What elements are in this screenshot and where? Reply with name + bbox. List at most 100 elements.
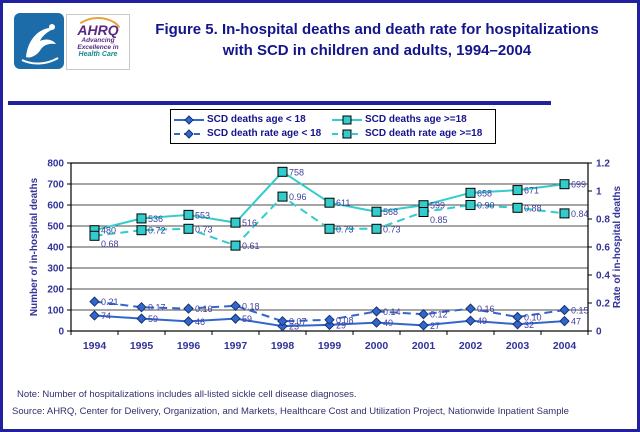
svg-text:0.07: 0.07 [289, 317, 307, 327]
ahrq-tagline-3: Health Care [78, 51, 118, 58]
svg-text:0: 0 [58, 327, 64, 338]
legend-swatch-square-icon [332, 129, 362, 138]
series-labels-3: 0.68 0.72 0.73 0.61 0.96 0.73 0.73 0.85 0.90 0.88… [101, 192, 589, 251]
svg-text:40: 40 [383, 318, 393, 328]
logo-block: AHRQ Advancing Excellence in Health Care [14, 13, 130, 73]
svg-text:0.61: 0.61 [242, 241, 260, 251]
series-labels-2: 0.21 0.17 0.16 0.18 0.07 0.08 0.14 0.12 0.16 0.10… [101, 297, 589, 327]
svg-text:0.21: 0.21 [101, 297, 119, 307]
ahrq-tagline-1: Advancing [81, 37, 115, 44]
svg-text:46: 46 [195, 317, 205, 327]
svg-text:1998: 1998 [271, 340, 295, 352]
legend-item-2: SCD death rate age < 18 [173, 127, 331, 140]
svg-text:1: 1 [596, 187, 602, 198]
svg-text:0.8: 0.8 [596, 215, 610, 226]
svg-text:59: 59 [148, 314, 158, 324]
series-labels-1: 480 536 553 516 758 611 568 599 658 671 699 [101, 167, 586, 235]
svg-text:480: 480 [101, 226, 116, 236]
svg-text:516: 516 [242, 218, 257, 228]
svg-text:568: 568 [383, 207, 398, 217]
right-axis: 0 0.2 0.4 0.6 0.8 1 1.2 [588, 159, 610, 338]
legend-item-1: SCD deaths age >=18 [331, 113, 491, 126]
svg-text:2001: 2001 [412, 340, 436, 352]
legend-swatch-diamond-icon [174, 128, 204, 139]
svg-text:0.4: 0.4 [596, 271, 610, 282]
series-labels-0: 74 59 46 59 23 29 40 27 49 32 47 [101, 311, 581, 332]
svg-text:1994: 1994 [83, 340, 107, 352]
svg-text:27: 27 [430, 321, 440, 331]
legend-label-3: SCD death rate age >=18 [365, 128, 483, 139]
header: AHRQ Advancing Excellence in Health Care… [8, 7, 632, 99]
series-markers-1 [89, 166, 570, 236]
svg-text:0.73: 0.73 [336, 224, 354, 234]
svg-text:0.68: 0.68 [101, 239, 119, 249]
svg-text:0.14: 0.14 [383, 307, 401, 317]
svg-text:0.73: 0.73 [195, 224, 213, 234]
x-axis: 1994 1995 1996 1997 1998 1999 2000 2001 2002 2003… [70, 331, 589, 352]
svg-text:300: 300 [47, 264, 64, 275]
chart-legend: SCD deaths age < 18 SCD deaths age >=18 SC… [170, 109, 496, 144]
svg-text:599: 599 [430, 201, 445, 211]
svg-text:0.72: 0.72 [148, 226, 166, 236]
svg-text:32: 32 [524, 320, 534, 330]
svg-text:758: 758 [289, 167, 304, 177]
svg-text:500: 500 [47, 222, 64, 233]
series-markers-0 [89, 310, 570, 332]
svg-text:0.15: 0.15 [571, 306, 589, 316]
svg-text:47: 47 [571, 317, 581, 327]
legend-label-0: SCD deaths age < 18 [207, 114, 306, 125]
legend-item-0: SCD deaths age < 18 [173, 113, 331, 126]
svg-text:49: 49 [477, 316, 487, 326]
svg-text:0.73: 0.73 [383, 224, 401, 234]
note-text: Note: Number of hospitalizations include… [17, 389, 357, 400]
chart-svg: 0 100 200 300 400 500 600 700 800 0 0.2 0.4 0.6 0.8 1 1… [29, 159, 623, 353]
svg-text:0.85: 0.85 [430, 215, 448, 225]
svg-text:2000: 2000 [365, 340, 389, 352]
svg-text:23: 23 [289, 322, 299, 332]
svg-text:100: 100 [47, 306, 64, 317]
svg-text:1996: 1996 [177, 340, 201, 352]
ahrq-logo: AHRQ Advancing Excellence in Health Care [66, 14, 130, 70]
svg-text:800: 800 [47, 159, 64, 170]
svg-text:0.16: 0.16 [477, 304, 495, 314]
left-axis-title: Number of in-hospital deaths [29, 177, 40, 316]
svg-text:0.6: 0.6 [596, 243, 610, 254]
right-axis-title: Rate of in-hospital deaths [612, 185, 623, 308]
header-divider [8, 101, 551, 105]
ahrq-arc-icon [74, 17, 122, 33]
source-text: Source: AHRQ, Center for Delivery, Organ… [12, 406, 569, 417]
svg-text:0.90: 0.90 [477, 201, 495, 211]
ahrq-tagline-2: Excellence in [77, 44, 119, 51]
svg-text:0.18: 0.18 [242, 301, 260, 311]
legend-swatch-square-icon [332, 115, 362, 124]
svg-text:0.88: 0.88 [524, 203, 542, 213]
svg-text:400: 400 [47, 243, 64, 254]
legend-swatch-diamond-icon [174, 114, 204, 125]
svg-text:1999: 1999 [318, 340, 342, 352]
legend-item-3: SCD death rate age >=18 [331, 127, 491, 140]
svg-text:2002: 2002 [459, 340, 483, 352]
svg-text:0.96: 0.96 [289, 192, 307, 202]
svg-text:29: 29 [336, 320, 346, 330]
svg-text:0: 0 [596, 327, 602, 338]
svg-text:0.10: 0.10 [524, 313, 542, 323]
legend-label-1: SCD deaths age >=18 [365, 114, 467, 125]
svg-text:600: 600 [47, 201, 64, 212]
svg-text:0.2: 0.2 [596, 299, 610, 310]
left-axis: 0 100 200 300 400 500 600 700 800 [47, 159, 71, 338]
svg-text:658: 658 [477, 188, 492, 198]
figure-title-line1: Figure 5. In-hospital deaths and death r… [155, 21, 599, 38]
series-markers-3 [89, 191, 570, 251]
svg-text:700: 700 [47, 180, 64, 191]
figure-title: Figure 5. In-hospital deaths and death r… [126, 19, 628, 61]
svg-text:536: 536 [148, 214, 163, 224]
svg-text:1.2: 1.2 [596, 159, 610, 170]
svg-text:200: 200 [47, 285, 64, 296]
svg-text:0.84: 0.84 [571, 209, 589, 219]
figure-title-line2: with SCD in children and adults, 1994–20… [222, 42, 532, 59]
svg-text:1997: 1997 [224, 340, 248, 352]
svg-text:0.08: 0.08 [336, 315, 354, 325]
svg-text:2003: 2003 [506, 340, 530, 352]
series-line-3 [94, 195, 565, 247]
